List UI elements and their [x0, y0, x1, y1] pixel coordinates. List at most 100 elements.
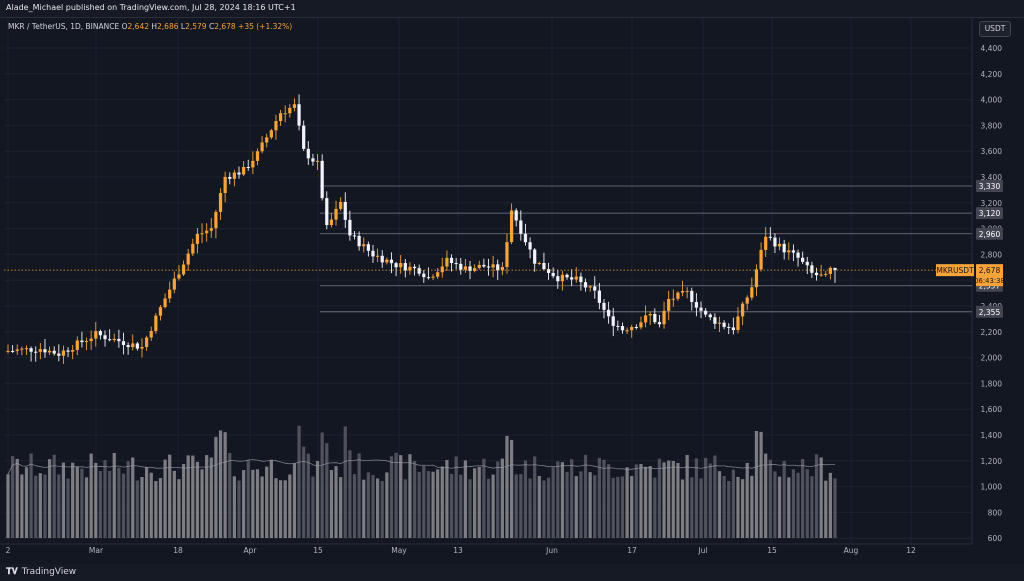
volume-bar — [796, 472, 800, 538]
y-tick-label: 3,200 — [981, 199, 1003, 208]
legend-part: L — [181, 22, 186, 31]
candle-body — [135, 343, 139, 349]
candle-body — [519, 220, 523, 234]
candle-body — [736, 316, 740, 331]
volume-bar — [620, 476, 625, 538]
volume-ma-line — [7, 459, 835, 475]
candle-body — [163, 298, 167, 308]
volume-bar — [260, 476, 264, 538]
x-tick-label: 17 — [627, 546, 637, 555]
volume-bar — [292, 463, 297, 538]
volume-bar — [47, 459, 52, 538]
volume-bar — [311, 476, 315, 538]
volume-bar — [108, 470, 112, 538]
volume-bar — [740, 479, 745, 538]
candle-body — [205, 230, 209, 234]
candle-body — [509, 210, 514, 243]
candle-body — [491, 264, 495, 268]
volume-bar — [24, 467, 29, 538]
volume-bar — [265, 466, 269, 538]
candle-body — [731, 327, 735, 331]
volume-bar — [690, 477, 694, 538]
volume-bar — [791, 469, 796, 538]
volume-bar — [209, 457, 213, 538]
candle-body — [154, 315, 158, 332]
volume-bar — [764, 453, 768, 538]
volume-bar — [500, 458, 504, 538]
volume-bar — [625, 467, 629, 538]
volume-bar — [759, 431, 763, 538]
tradingview-logo-icon: 𝐓𝐕 — [6, 567, 18, 577]
candle-body — [653, 314, 657, 323]
candle-body — [764, 236, 768, 250]
candle-body — [320, 160, 324, 199]
volume-bar — [824, 480, 828, 538]
legend-part: +35 (+1.32%) — [238, 22, 292, 31]
candle-body — [302, 125, 306, 149]
x-tick-label: 12 — [906, 546, 916, 555]
volume-bar — [814, 454, 819, 538]
symbol-tag-label: MKRUSDT — [936, 266, 974, 275]
currency-button[interactable]: USDT — [979, 21, 1011, 37]
volume-bar — [228, 452, 232, 538]
volume-bar — [477, 466, 481, 538]
candle-body — [6, 350, 10, 352]
candle-body — [98, 331, 103, 336]
x-tick-label: Apr — [244, 546, 258, 555]
x-tick-label: 2 — [6, 546, 11, 555]
volume-bar — [66, 478, 70, 538]
volume-bar — [565, 471, 569, 538]
volume-bar — [436, 469, 440, 538]
candle-body — [237, 172, 241, 175]
volume-bar — [602, 459, 606, 538]
candle-body — [209, 228, 213, 231]
candle-body — [274, 121, 278, 131]
volume-bar — [630, 476, 634, 538]
candle-body — [449, 257, 454, 264]
volume-bar — [242, 470, 246, 538]
volume-bar — [362, 479, 366, 538]
volume-bar — [426, 471, 431, 538]
candle-body — [445, 257, 449, 267]
volume-bar — [699, 478, 703, 538]
volume-bar — [154, 481, 158, 538]
volume-bar — [20, 474, 24, 538]
volume-bar — [491, 474, 495, 538]
tradingview-logo[interactable]: 𝐓𝐕 TradingView — [6, 567, 76, 577]
y-tick-label: 4,200 — [981, 70, 1003, 79]
volume-bar — [297, 425, 301, 538]
candle-body — [486, 266, 491, 268]
legend-part: 2,642 — [128, 22, 152, 31]
volume-bar — [588, 472, 592, 538]
candle-body — [108, 339, 112, 341]
volume-bar — [533, 456, 537, 538]
volume-bar — [505, 435, 509, 538]
volume-bar — [819, 457, 823, 538]
volume-bar — [112, 452, 116, 538]
candle-body — [680, 291, 685, 293]
volume-bar — [736, 476, 740, 538]
volume-bar — [283, 480, 287, 538]
candle-body — [602, 302, 606, 310]
candle-body — [84, 341, 89, 343]
candle-body — [546, 269, 551, 274]
level-label-bg — [976, 207, 1003, 220]
level-label: 3,330 — [979, 182, 1001, 191]
candle-body — [278, 113, 283, 122]
volume-bar — [223, 432, 227, 538]
volume-bar — [704, 457, 708, 538]
volume-bar — [218, 430, 223, 538]
volume-bar — [727, 481, 731, 538]
volume-bar — [149, 472, 153, 538]
volume-bar — [486, 478, 491, 538]
volume-bar — [357, 453, 361, 538]
volume-bar — [34, 475, 38, 538]
candle-body — [158, 307, 163, 316]
volume-bar — [375, 478, 380, 538]
candle-body — [269, 130, 273, 138]
candle-body — [694, 302, 699, 308]
volume-bar — [172, 470, 176, 538]
volume-bar — [380, 481, 384, 538]
candle-body — [699, 307, 703, 311]
